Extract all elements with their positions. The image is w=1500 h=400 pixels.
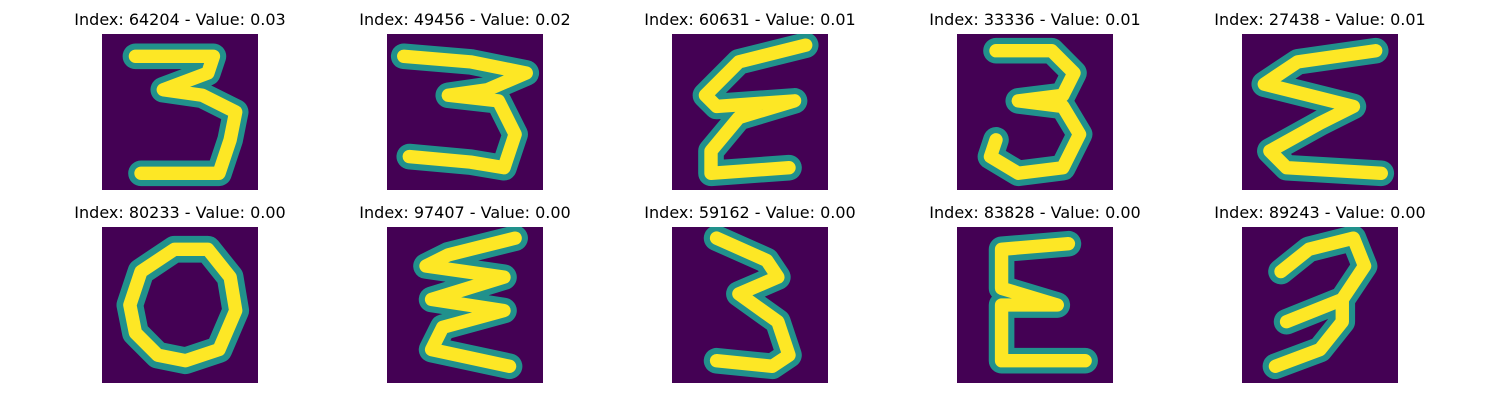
panel-title: Index: 83828 - Value: 0.00 <box>929 203 1141 222</box>
panel-title: Index: 49456 - Value: 0.02 <box>359 10 571 29</box>
panel-title: Index: 89243 - Value: 0.00 <box>1214 203 1426 222</box>
panel-6: Index: 80233 - Value: 0.00 <box>60 201 300 391</box>
digit-three-icon <box>387 34 543 190</box>
panel-5: Index: 27438 - Value: 0.01 <box>1200 8 1440 198</box>
sigma-shape-icon <box>387 227 543 383</box>
sigma-shape-icon <box>672 34 828 190</box>
digit-three-icon <box>1242 227 1398 383</box>
digit-three-icon <box>957 34 1113 190</box>
panel-title: Index: 80233 - Value: 0.00 <box>74 203 286 222</box>
sigma-shape-icon <box>1242 34 1398 190</box>
panel-9: Index: 83828 - Value: 0.00 <box>915 201 1155 391</box>
letter-e-icon <box>957 227 1113 383</box>
panel-7: Index: 97407 - Value: 0.00 <box>345 201 585 391</box>
panel-title: Index: 27438 - Value: 0.01 <box>1214 10 1426 29</box>
panel-1: Index: 64204 - Value: 0.03 <box>60 8 300 198</box>
digit-zero-icon <box>102 227 258 383</box>
panel-title: Index: 33336 - Value: 0.01 <box>929 10 1141 29</box>
panel-8: Index: 59162 - Value: 0.00 <box>630 201 870 391</box>
panel-title: Index: 64204 - Value: 0.03 <box>74 10 286 29</box>
digit-three-icon <box>102 34 258 190</box>
digit-three-icon <box>672 227 828 383</box>
panel-title: Index: 97407 - Value: 0.00 <box>359 203 571 222</box>
panel-title: Index: 60631 - Value: 0.01 <box>644 10 856 29</box>
panel-2: Index: 49456 - Value: 0.02 <box>345 8 585 198</box>
panel-10: Index: 89243 - Value: 0.00 <box>1200 201 1440 391</box>
panel-4: Index: 33336 - Value: 0.01 <box>915 8 1155 198</box>
panel-title: Index: 59162 - Value: 0.00 <box>644 203 856 222</box>
panel-3: Index: 60631 - Value: 0.01 <box>630 8 870 198</box>
